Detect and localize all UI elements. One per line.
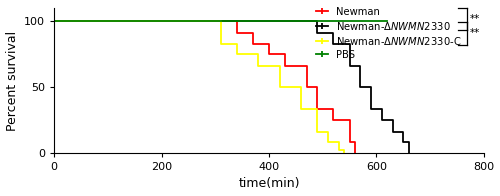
Legend: Newman, Newman-$\Delta$$\it{NWMN2330}$, Newman-$\Delta$$\it{NWMN2330}$-C, PBS: Newman, Newman-$\Delta$$\it{NWMN2330}$, … bbox=[315, 6, 462, 61]
Y-axis label: Percent survival: Percent survival bbox=[6, 30, 18, 131]
Text: **: ** bbox=[470, 28, 480, 38]
X-axis label: time(min): time(min) bbox=[238, 177, 300, 191]
Text: **: ** bbox=[470, 14, 480, 24]
